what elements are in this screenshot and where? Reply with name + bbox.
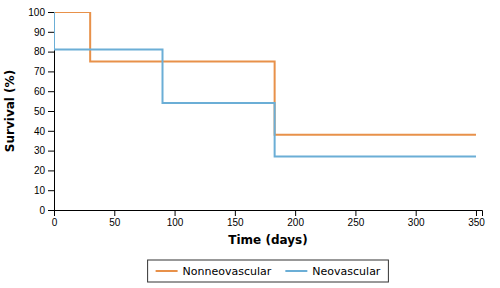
tick-mark: [48, 170, 54, 171]
tick-mark: [48, 190, 54, 191]
tick-label: 200: [287, 217, 304, 228]
tick-mark: [48, 71, 54, 72]
tick: 30: [34, 145, 54, 156]
legend: Nonneovascular Neovascular: [148, 260, 389, 282]
tick: 300: [408, 210, 425, 228]
tick-label: 90: [34, 27, 46, 38]
tick-mark: [48, 210, 54, 211]
tick: 20: [34, 165, 54, 176]
tick-label: 20: [34, 165, 46, 176]
tick-label: 0: [52, 217, 58, 228]
tick-label: 60: [34, 86, 46, 97]
tick-mark: [48, 32, 54, 33]
legend-label: Neovascular: [312, 265, 381, 278]
legend-item: Nonneovascular: [156, 265, 272, 278]
tick: 200: [287, 210, 304, 228]
tick-label: 50: [109, 217, 121, 228]
y-axis-title: Survival (%): [3, 70, 17, 152]
y-axis: 0 10 20 30 40 50 60 70 80 90 100: [28, 7, 54, 216]
tick-label: 100: [167, 217, 184, 228]
tick: 50: [34, 106, 54, 117]
tick-mark: [48, 111, 54, 112]
tick: 350: [468, 210, 485, 228]
tick-label: 70: [34, 66, 46, 77]
tick-label: 30: [34, 145, 46, 156]
chart: 0 50 100 150 200 250 300 350 0 10 20 30 40 50 60 70 80 90…: [0, 0, 500, 288]
tick-mark: [416, 210, 417, 216]
tick-label: 40: [34, 126, 46, 137]
tick-mark: [355, 210, 356, 216]
tick-label: 80: [34, 46, 46, 57]
tick: 50: [109, 210, 121, 228]
tick-label: 300: [408, 217, 425, 228]
tick: 90: [34, 27, 54, 38]
tick: 150: [227, 210, 244, 228]
plot: 0 50 100 150 200 250 300 350 0 10 20 30 40 50 60 70 80 90…: [28, 7, 485, 228]
tick-label: 10: [34, 185, 46, 196]
lines: [54, 12, 476, 157]
tick: 40: [34, 126, 54, 137]
tick-label: 100: [28, 7, 45, 18]
x-axis: 0 50 100 150 200 250 300 350: [52, 210, 486, 228]
axis-line: [48, 13, 55, 211]
tick-label: 350: [468, 217, 485, 228]
tick-label: 250: [348, 217, 365, 228]
tick-mark: [48, 91, 54, 92]
tick: 70: [34, 66, 54, 77]
tick-mark: [48, 151, 54, 152]
tick-label: 0: [39, 205, 45, 216]
series-line: [54, 12, 476, 135]
tick: 250: [348, 210, 365, 228]
legend-swatch: [285, 270, 307, 272]
tick-mark: [48, 131, 54, 132]
tick: 10: [34, 185, 54, 196]
legend-swatch: [156, 270, 178, 272]
tick-label: 50: [34, 106, 46, 117]
tick: 80: [34, 46, 54, 57]
tick-mark: [235, 210, 236, 216]
tick-mark: [476, 210, 477, 216]
tick: 100: [167, 210, 184, 228]
axis-line: [55, 211, 483, 217]
tick: 0: [52, 210, 58, 228]
tick: 60: [34, 86, 54, 97]
tick-mark: [175, 210, 176, 216]
tick-mark: [48, 52, 54, 53]
legend-label: Nonneovascular: [183, 265, 272, 278]
tick-mark: [114, 210, 115, 216]
tick: 0: [39, 205, 54, 216]
tick-label: 150: [227, 217, 244, 228]
series-line: [54, 12, 476, 157]
legend-item: Neovascular: [285, 265, 381, 278]
legend-box: [148, 260, 389, 282]
x-axis-title: Time (days): [228, 233, 307, 247]
tick: 100: [28, 7, 54, 18]
tick-mark: [295, 210, 296, 216]
tick-mark: [48, 12, 54, 13]
